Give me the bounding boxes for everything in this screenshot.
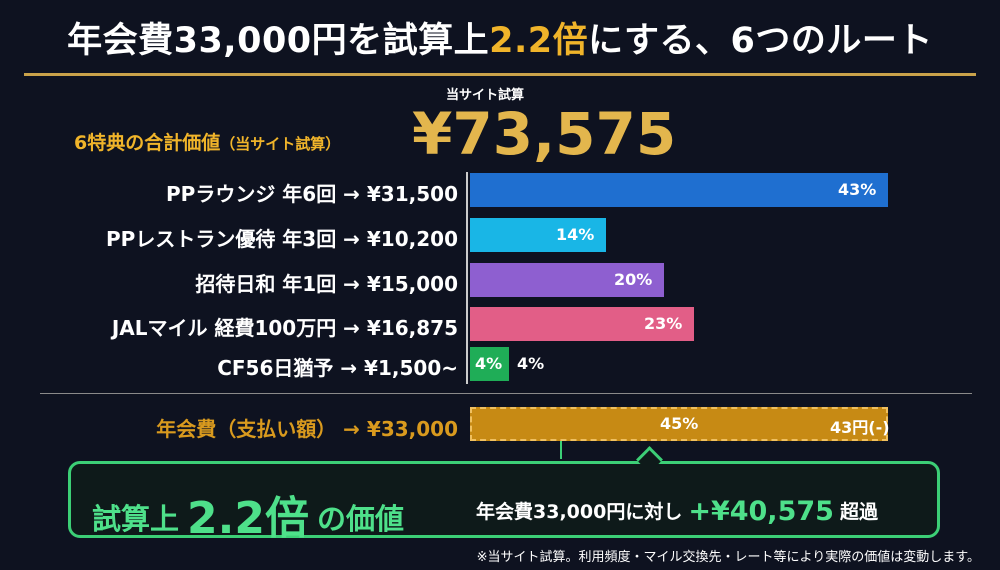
callout-tail-pre: 年会費33,000円に対し [476,501,683,523]
annual-fee-inner-label: 43円(-) [830,418,890,437]
total-sub-label: 当サイト試算 [446,88,525,103]
title-highlight: 2.2倍 [489,21,589,61]
title-rule [24,73,976,76]
bar-label: PPラウンジ 年6回 → ¥31,500 [166,182,458,206]
footnote: ※当サイト試算。利用頻度・マイル交換先・レート等により実際の価値は変動します。 [476,550,980,565]
bar [470,173,888,207]
bar-label: CF56日猶予 → ¥1,500~ [217,356,458,380]
callout-pre: 試算上 [92,502,180,536]
total-value: ¥73,575 [412,100,677,168]
total-label: 6特典の合計価値（当サイト試算） [74,128,340,155]
bar-value-label: 23% [644,314,683,333]
bar [470,218,606,252]
bar-value-label-outside: 4% [517,354,545,373]
callout-tail-post: 超過 [839,501,878,523]
callout-headline: 試算上 2.2倍 の価値 [92,478,404,544]
bar [470,347,509,381]
callout-detail: 年会費33,000円に対し +¥40,575 超過 [476,494,878,527]
annual-fee-bar [470,407,888,441]
callout-post: の価値 [316,502,404,536]
bar-value-label: 4% [475,354,503,373]
annual-fee-label: 年会費（支払い額） → ¥33,000 [156,417,458,441]
summary-callout [68,461,940,538]
annual-fee-pct: 45% [660,414,699,433]
chart-axis-line [466,172,468,384]
bar-label: JALマイル 経費100万円 → ¥16,875 [111,316,458,340]
title-text-post: にする、6つのルート [588,21,933,61]
page-title: 年会費33,000円を試算上2.2倍にする、6つのルート [0,12,1000,63]
callout-connector [560,441,562,459]
title-text: 年会費33,000円を試算上 [67,21,490,61]
bar-value-label: 43% [838,180,877,199]
total-label-note: （当サイト試算） [220,135,341,153]
section-divider [40,393,972,394]
bar [470,263,664,297]
bar-label: PPレストラン優待 年3回 → ¥10,200 [106,227,458,251]
callout-multiplier: 2.2倍 [187,493,309,544]
total-label-text: 6特典の合計価値 [74,132,221,154]
bar-value-label: 20% [614,270,653,289]
bar-label: 招待日和 年1回 → ¥15,000 [195,272,458,296]
bar [470,307,694,341]
callout-excess-value: +¥40,575 [688,496,834,527]
bar-value-label: 14% [556,225,595,244]
